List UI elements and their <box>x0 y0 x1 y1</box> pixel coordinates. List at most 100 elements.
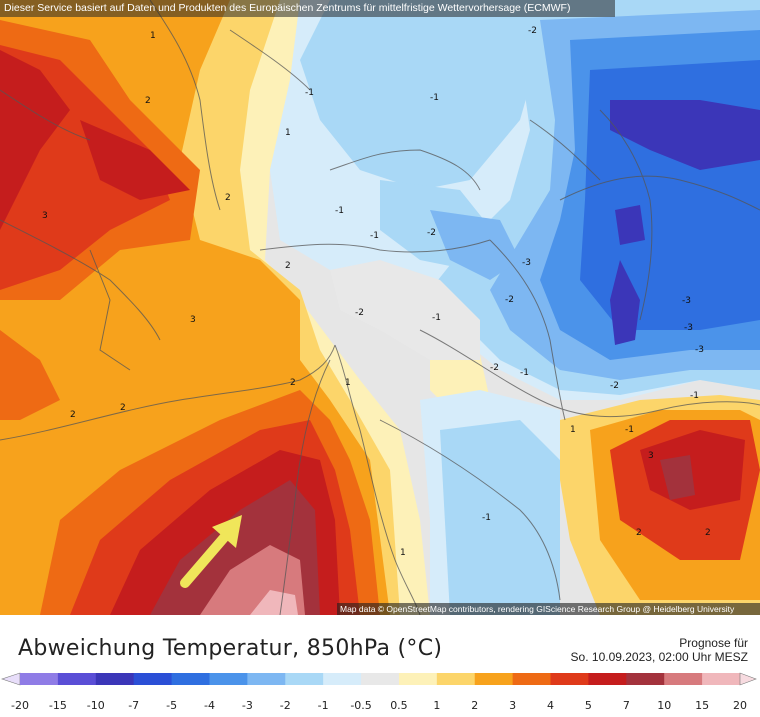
contour-label: -1 <box>430 93 439 103</box>
legend-tick-label: 7 <box>623 699 630 712</box>
legend-swatch <box>474 673 514 685</box>
legend-max-arrow <box>739 672 757 686</box>
legend-tick-label: -10 <box>87 699 105 712</box>
contour-label: 2 <box>636 528 642 538</box>
contour-label: 1 <box>570 425 576 435</box>
legend-swatch <box>323 673 362 685</box>
contour-label: -1 <box>625 425 634 435</box>
service-note: Dieser Service basiert auf Daten und Pro… <box>4 2 571 14</box>
legend-tick-label: -3 <box>242 699 253 712</box>
map-attribution[interactable]: Map data © OpenStreetMap contributors, r… <box>340 604 735 614</box>
contour-label: -2 <box>528 26 537 36</box>
legend-tick-label: -15 <box>49 699 67 712</box>
legend-swatch <box>512 673 552 685</box>
anomaly-field-warm-19 <box>640 430 745 510</box>
legend-tick-label: 20 <box>733 699 747 712</box>
legend-swatch <box>133 673 173 685</box>
anomaly-field-warm-14 <box>250 590 298 615</box>
contour-label: -2 <box>610 381 619 391</box>
legend-swatch <box>209 673 248 685</box>
legend-swatch <box>436 673 476 685</box>
contour-label: -3 <box>682 296 691 306</box>
legend-swatch <box>57 673 97 685</box>
legend-tick-label: -5 <box>166 699 177 712</box>
coastlines-and-borders <box>0 0 760 615</box>
anomaly-field-cool-11 <box>440 420 560 615</box>
contour-label: 3 <box>190 315 196 325</box>
contour-label: 2 <box>70 410 76 420</box>
contour-label: -1 <box>335 206 344 216</box>
legend-tick-label: 4 <box>547 699 554 712</box>
contour-label: -1 <box>432 313 441 323</box>
legend-swatch <box>20 673 59 685</box>
legend-tick-label: 1 <box>433 699 440 712</box>
legend-swatch <box>550 673 589 685</box>
legend-tick-label: -2 <box>280 699 291 712</box>
contour-label: -1 <box>370 231 379 241</box>
forecast-label: Prognose für <box>679 636 748 650</box>
contour-label: -3 <box>522 258 531 268</box>
legend-tick-label: 3 <box>509 699 516 712</box>
legend-tick-label: -7 <box>128 699 139 712</box>
anomaly-field-warm-7 <box>80 120 190 200</box>
contour-label: -2 <box>355 308 364 318</box>
contour-label: 2 <box>120 403 126 413</box>
legend-tick-label: -4 <box>204 699 215 712</box>
legend-swatch <box>398 673 438 685</box>
contour-label: -1 <box>305 88 314 98</box>
anomaly-field-warm-6 <box>0 50 70 230</box>
legend-tick-label: 5 <box>585 699 592 712</box>
contour-label: -3 <box>684 323 693 333</box>
legend-tick-label: -1 <box>318 699 329 712</box>
contour-label: 2 <box>285 261 291 271</box>
contour-label: 3 <box>648 451 654 461</box>
forecast-date: So. 10.09.2023, 02:00 Uhr MESZ <box>570 650 748 664</box>
contour-label: 1 <box>285 128 291 138</box>
contour-label: 2 <box>705 528 711 538</box>
contour-label: -3 <box>695 345 704 355</box>
map-attribution-bar <box>337 603 760 615</box>
legend-tick-label: -20 <box>11 699 29 712</box>
legend-tick-label: 15 <box>695 699 709 712</box>
contour-label: -2 <box>490 363 499 373</box>
anomaly-field-warm-8 <box>0 330 60 420</box>
contour-label: 1 <box>150 31 156 41</box>
contour-label: -1 <box>482 513 491 523</box>
color-scale-legend: -20 -15 -10 -7 -5 -4 -3 -2 -1 -0.5 0.5 1 2 3 4 5 7 10 15 20 <box>1 672 757 712</box>
contour-label: 1 <box>400 548 406 558</box>
contour-label: 3 <box>42 211 48 221</box>
legend-tick-label: 10 <box>657 699 671 712</box>
legend-swatch <box>702 673 741 685</box>
anomaly-field-cool-8 <box>610 260 640 345</box>
warm-air-arrow-icon <box>180 515 242 588</box>
legend-swatch <box>664 673 703 685</box>
legend-swatch <box>171 673 210 685</box>
legend-swatch <box>626 673 665 685</box>
anomaly-field-cool-2 <box>300 0 560 190</box>
legend-tick-label: 0.5 <box>390 699 408 712</box>
temperature-anomaly-map: -2 1 2 3 2 -1 -1 -1 -1 -2 -3 -2 -3 -3 -3… <box>0 0 760 615</box>
legend-swatch <box>285 673 324 685</box>
contour-label: 1 <box>345 378 351 388</box>
contour-label: 2 <box>225 193 231 203</box>
anomaly-field-cool-7 <box>610 100 760 170</box>
service-note-bar <box>0 0 615 17</box>
anomaly-field-cool-13 <box>430 210 520 280</box>
anomaly-field-cool-9 <box>615 205 645 245</box>
legend-swatch <box>361 673 400 685</box>
legend-swatch <box>95 673 135 685</box>
legend-swatch <box>588 673 627 685</box>
contour-label: 2 <box>145 96 151 106</box>
contour-label: -1 <box>520 368 529 378</box>
chart-title: Abweichung Temperatur, 850hPa (°C) <box>18 636 443 661</box>
contour-label: -2 <box>427 228 436 238</box>
legend-tick-label: 2 <box>471 699 478 712</box>
contour-label: -2 <box>505 295 514 305</box>
legend-swatch <box>247 673 286 685</box>
contour-label: 2 <box>290 378 296 388</box>
legend-min-arrow <box>1 672 21 686</box>
legend-tick-label: -0.5 <box>350 699 371 712</box>
anomaly-field-neutral-1 <box>330 260 480 360</box>
contour-label: -1 <box>690 391 699 401</box>
anomaly-field-warm-20 <box>660 455 695 500</box>
